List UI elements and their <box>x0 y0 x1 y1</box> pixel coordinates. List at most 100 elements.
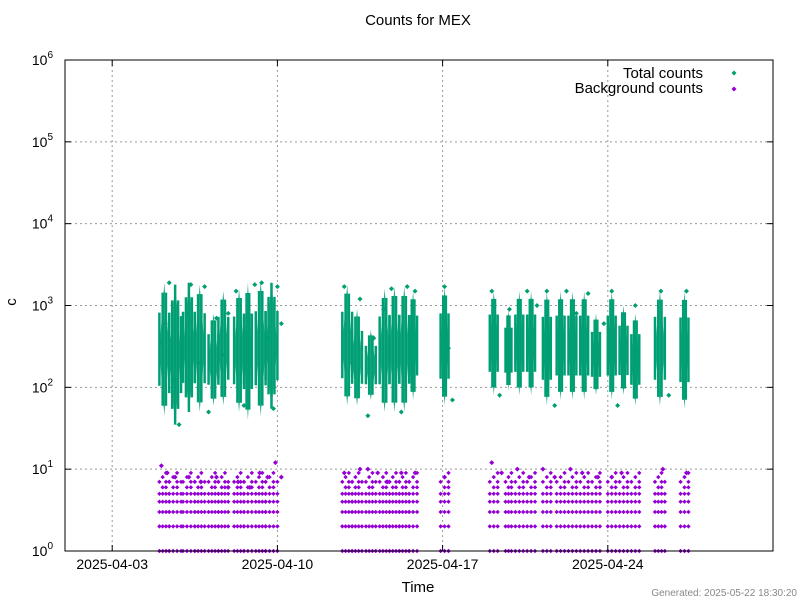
background-counts-point <box>238 509 243 515</box>
background-counts-point <box>192 499 197 504</box>
background-counts-point <box>495 470 500 476</box>
background-counts-band <box>678 470 691 554</box>
background-counts-point <box>272 460 278 466</box>
background-counts-point <box>597 470 603 476</box>
background-counts-point <box>393 479 399 485</box>
background-counts-point <box>629 491 634 497</box>
total-counts-point <box>446 345 451 351</box>
background-counts-point <box>625 485 630 490</box>
background-counts-point <box>682 491 687 497</box>
background-counts-point <box>446 491 451 497</box>
background-counts-point <box>574 509 579 515</box>
background-counts-point <box>357 466 363 472</box>
background-counts-point <box>206 491 211 497</box>
background-counts-point <box>597 485 603 490</box>
background-counts-point <box>164 470 170 476</box>
total-counts-band-shape <box>234 288 244 412</box>
background-counts-point <box>589 499 595 504</box>
background-counts-point <box>514 466 520 472</box>
background-counts-point <box>384 485 389 490</box>
background-counts-point <box>387 524 392 529</box>
background-counts-point <box>195 474 201 480</box>
background-counts-point <box>199 491 204 497</box>
background-counts-point <box>562 524 567 529</box>
y-tick-label: 106 <box>32 50 54 68</box>
background-counts-point <box>579 470 585 476</box>
background-counts-point <box>195 485 201 490</box>
background-counts-point <box>340 479 345 485</box>
background-counts-point <box>400 485 405 490</box>
background-counts-point <box>686 524 691 529</box>
background-counts-point <box>585 509 591 515</box>
background-counts-point <box>656 474 661 480</box>
background-counts-point <box>625 491 630 497</box>
background-counts-point <box>167 491 172 497</box>
background-counts-point <box>678 509 683 515</box>
background-counts-point <box>414 491 420 497</box>
background-counts-point <box>605 524 610 529</box>
background-counts-point <box>558 474 563 480</box>
background-counts-point <box>188 470 194 476</box>
background-counts-point <box>393 524 399 529</box>
background-counts-point <box>356 499 361 504</box>
background-counts-point <box>403 509 409 515</box>
background-counts-point <box>167 524 172 529</box>
background-counts-point <box>662 491 668 497</box>
background-counts-point <box>659 479 664 485</box>
background-counts-point <box>235 509 240 515</box>
total-counts-band <box>264 282 279 409</box>
background-counts-point <box>662 479 668 485</box>
background-counts-point <box>174 499 180 504</box>
background-counts-point <box>380 485 386 490</box>
background-counts-point <box>265 474 271 480</box>
background-counts-point <box>574 485 579 490</box>
background-counts-point <box>231 524 237 529</box>
background-counts-point <box>231 509 237 515</box>
background-counts-point <box>495 479 500 485</box>
background-counts-point <box>380 509 386 515</box>
background-counts-point <box>629 499 634 504</box>
background-counts-point <box>524 499 530 504</box>
background-counts-point <box>346 479 352 485</box>
background-counts-point <box>595 474 601 480</box>
background-counts-point <box>226 479 231 485</box>
background-counts-point <box>619 470 625 476</box>
background-counts-point <box>509 499 514 504</box>
background-counts-point <box>659 524 664 529</box>
background-counts-point <box>446 479 451 485</box>
background-counts-point <box>359 509 365 515</box>
background-counts-point <box>199 485 204 490</box>
total-counts-band <box>504 309 513 392</box>
background-counts-point <box>245 474 251 480</box>
total-counts-band <box>653 291 667 406</box>
background-counts-point <box>544 491 550 497</box>
background-counts-point <box>192 524 197 529</box>
total-counts-point <box>514 335 520 341</box>
background-counts-point <box>275 524 280 529</box>
background-counts-point <box>160 499 165 504</box>
background-counts-point <box>524 524 530 529</box>
background-counts-point <box>582 485 587 490</box>
background-counts-point <box>585 524 591 529</box>
background-counts-point <box>637 509 642 515</box>
total-counts-point <box>371 335 377 341</box>
background-counts-point <box>625 499 630 504</box>
total-counts-point <box>615 402 621 408</box>
background-counts-point <box>442 491 447 497</box>
background-counts-point <box>562 491 567 497</box>
background-counts-point <box>621 509 626 515</box>
total-counts-band-shape <box>592 313 600 396</box>
y-axis-label: c <box>3 298 20 306</box>
background-counts-point <box>263 499 268 504</box>
background-counts-point <box>174 491 180 497</box>
background-counts-point <box>363 509 369 515</box>
background-counts-point <box>609 499 614 504</box>
total-counts-point <box>233 288 239 294</box>
background-counts-point <box>390 491 395 497</box>
background-counts-point <box>532 491 538 497</box>
background-counts-point <box>589 509 595 515</box>
background-counts-point <box>446 509 451 515</box>
background-counts-point <box>656 499 661 504</box>
background-counts-point <box>188 509 194 515</box>
background-counts-point <box>157 479 162 485</box>
